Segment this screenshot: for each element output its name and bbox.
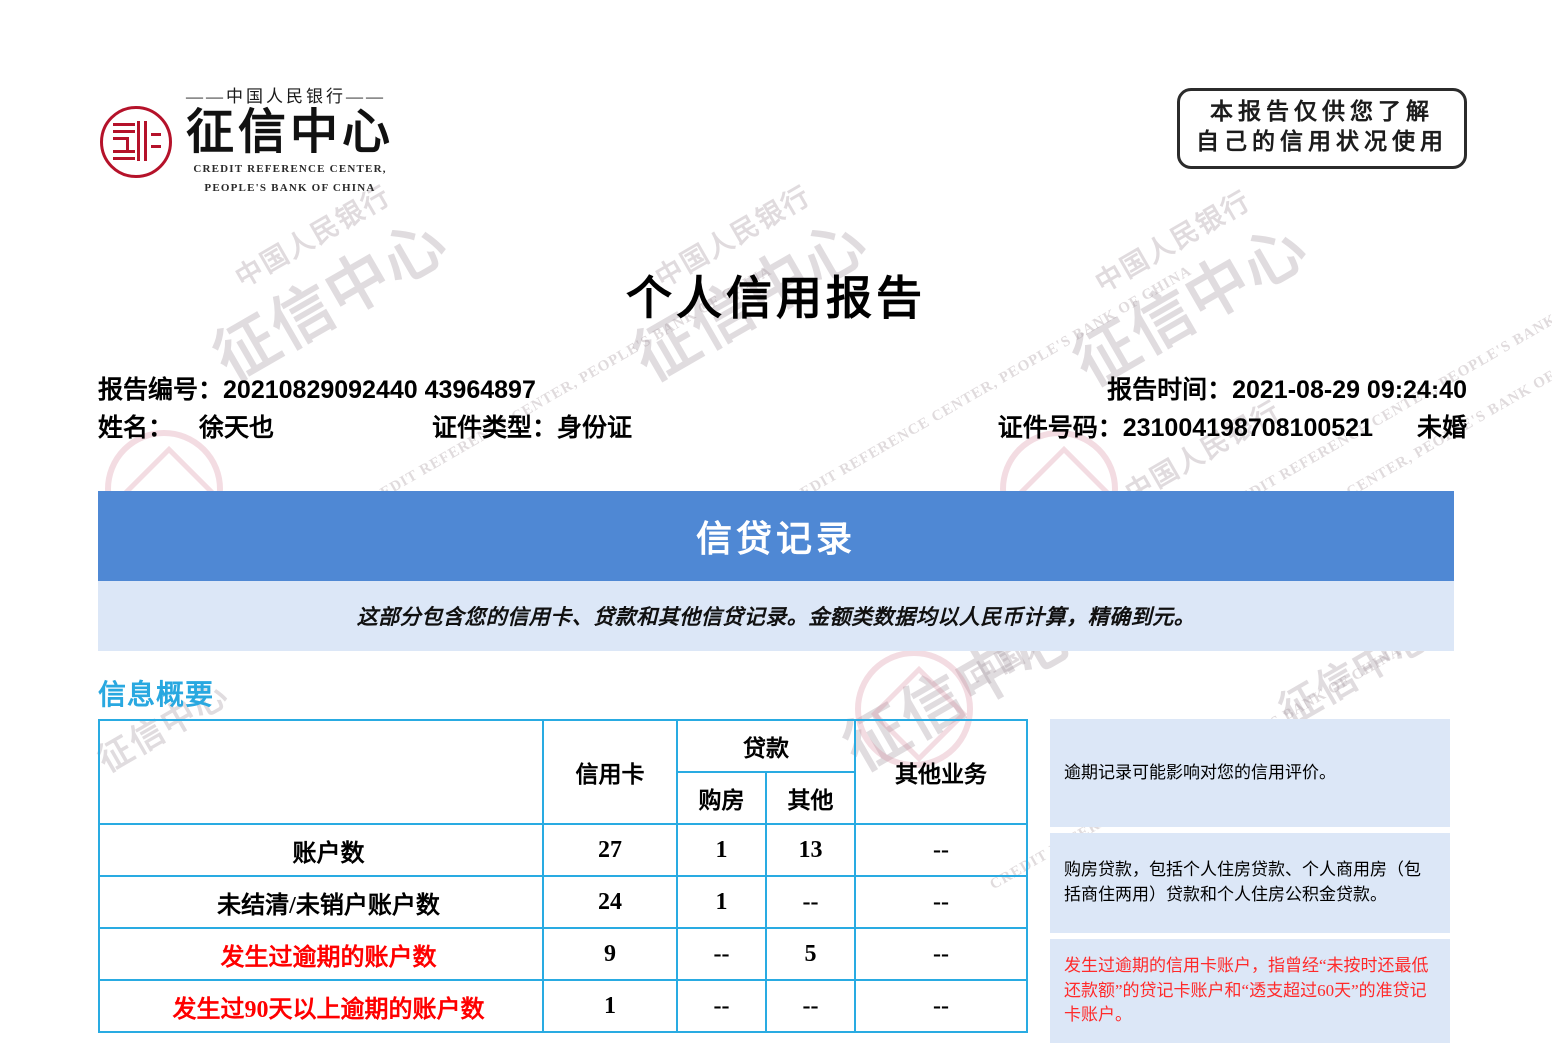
cell-loan-house: 1: [676, 875, 767, 929]
report-number-value: 20210829092440 43964897: [223, 376, 536, 404]
page-title: 个人信用报告: [626, 273, 926, 324]
cell-loan-house: 1: [676, 823, 767, 877]
cell-loan-other: 13: [765, 823, 856, 877]
id-number-label: 证件号码：: [997, 413, 1123, 442]
cell-credit-card: 1: [542, 979, 678, 1033]
logo-en-line1: CREDIT REFERENCE CENTER,: [193, 162, 387, 175]
cell-loan-other: --: [765, 875, 856, 929]
note-overdue-impact: 逾期记录可能影响对您的信用评价。: [1050, 719, 1450, 827]
report-number-label: 报告编号：: [98, 376, 224, 404]
cell-credit-card: 9: [542, 927, 678, 981]
usage-notice-line2: 自己的信用状况使用: [1196, 129, 1448, 155]
cell-credit-card: 27: [542, 823, 678, 877]
summary-heading: 信息概要: [98, 679, 215, 710]
report-number-group: 报告编号： 20210829092440 43964897: [98, 372, 536, 410]
summary-table: 信用卡 贷款 其他业务 购房 其他 账户数 27 1 13 -- 未结清/未销户…: [98, 719, 1028, 1033]
section-banner-title: 信贷记录: [98, 491, 1454, 581]
cell-loan-house: --: [676, 927, 767, 981]
row-label: 未结清/未销户账户数: [98, 875, 544, 929]
summary-header-row-1: 信用卡 贷款 其他业务: [98, 719, 1028, 825]
cell-loan-other: 5: [765, 927, 856, 981]
crc-seal-icon: [100, 105, 172, 178]
cell-loan-house: --: [676, 979, 767, 1033]
header-loan-other: 其他: [765, 771, 856, 825]
note-overdue-card-def: 发生过逾期的信用卡账户，指曾经“未按时还最低还款额”的贷记卡账户和“透支超过60…: [1050, 939, 1450, 1043]
report-header: ——中国人民银行—— 征信中心 CREDIT REFERENCE CENTER,…: [0, 0, 1552, 200]
section-description: 这部分包含您的信用卡、贷款和其他信贷记录。金额类数据均以人民币计算，精确到元。: [98, 581, 1454, 651]
cell-other-business: --: [854, 875, 1028, 929]
credit-record-section: 信贷记录 这部分包含您的信用卡、贷款和其他信贷记录。金额类数据均以人民币计算，精…: [98, 491, 1454, 651]
header-loan-house: 购房: [676, 771, 767, 825]
table-row: 未结清/未销户账户数 24 1 -- --: [98, 875, 1028, 929]
meta-row-2: 姓名： 徐天也 证件类型： 身份证 证件号码： 2310041987081005…: [98, 410, 1467, 448]
cell-other-business: --: [854, 979, 1028, 1033]
logo-bank-line: ——中国人民银行——: [186, 87, 386, 106]
usage-notice-line1: 本报告仅供您了解: [1210, 99, 1434, 124]
summary-header-row-2: 购房 其他: [99, 771, 1027, 825]
id-number-value: 231004198708100521: [1122, 413, 1373, 442]
note-house-loan-def: 购房贷款，包括个人住房贷款、个人商用房（包括商住两用）贷款和个人住房公积金贷款。: [1050, 833, 1450, 933]
name-and-idtype-group: 姓名： 徐天也 证件类型： 身份证: [98, 410, 632, 448]
crc-logo: ——中国人民银行—— 征信中心 CREDIT REFERENCE CENTER,…: [100, 88, 394, 196]
table-row: 发生过逾期的账户数 9 -- 5 --: [98, 927, 1028, 981]
cell-credit-card: 24: [542, 875, 678, 929]
row-label: 账户数: [98, 823, 544, 877]
report-time-group: 报告时间： 2021-08-29 09:24:40: [1107, 372, 1467, 410]
header-blank: [98, 719, 544, 825]
summary-area: 信用卡 贷款 其他业务 购房 其他 账户数 27 1 13 -- 未结清/未销户…: [98, 719, 1467, 1043]
logo-main-text: 征信中心: [186, 106, 395, 159]
summary-table-head: 信用卡 贷款 其他业务 购房 其他: [98, 719, 1028, 825]
table-row: 账户数 27 1 13 --: [98, 823, 1028, 877]
usage-notice-stamp: 本报告仅供您了解 自己的信用状况使用: [1177, 88, 1467, 169]
name-label: 姓名：: [98, 413, 174, 442]
marital-status: 未婚: [1416, 413, 1467, 442]
id-type-label: 证件类型：: [432, 413, 558, 442]
row-label: 发生过逾期的账户数: [98, 927, 544, 981]
crc-logo-text: ——中国人民银行—— 征信中心 CREDIT REFERENCE CENTER,…: [186, 88, 394, 196]
cell-loan-other: --: [765, 979, 856, 1033]
summary-table-body: 账户数 27 1 13 -- 未结清/未销户账户数 24 1 -- -- 发生过…: [98, 823, 1028, 1033]
id-type-value: 身份证: [557, 413, 633, 442]
cell-other-business: --: [854, 927, 1028, 981]
logo-en-line2: PEOPLE'S BANK OF CHINA: [204, 181, 376, 194]
header-credit-card: 信用卡: [542, 719, 678, 825]
meta-row-1: 报告编号： 20210829092440 43964897 报告时间： 2021…: [98, 372, 1467, 410]
header-loan: 贷款: [676, 719, 856, 773]
cell-other-business: --: [854, 823, 1028, 877]
report-time-label: 报告时间：: [1107, 376, 1233, 404]
name-value: 徐天也: [199, 413, 275, 442]
header-other-business: 其他业务: [854, 719, 1028, 825]
summary-notes: 逾期记录可能影响对您的信用评价。 购房贷款，包括个人住房贷款、个人商用房（包括商…: [1050, 719, 1450, 1043]
row-label: 发生过90天以上逾期的账户数: [98, 979, 544, 1033]
report-meta: 报告编号： 20210829092440 43964897 报告时间： 2021…: [98, 372, 1467, 447]
report-time-value: 2021-08-29 09:24:40: [1232, 376, 1467, 404]
id-number-group: 证件号码： 231004198708100521 未婚: [998, 410, 1467, 448]
table-row: 发生过90天以上逾期的账户数 1 -- -- --: [98, 979, 1028, 1033]
